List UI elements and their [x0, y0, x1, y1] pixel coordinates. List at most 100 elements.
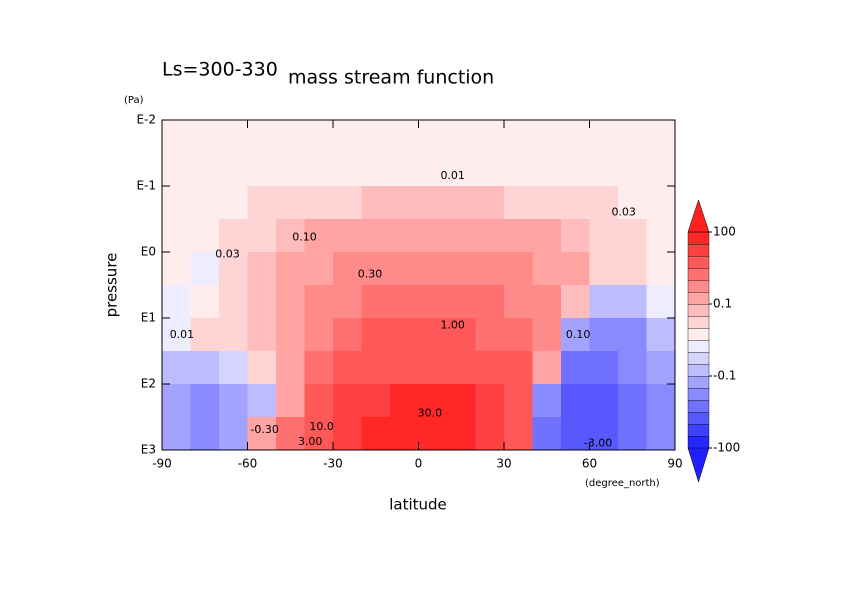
field-cell — [475, 186, 505, 220]
field-cell — [276, 351, 305, 385]
contour-label: 3.00 — [298, 435, 323, 448]
field-cell — [418, 285, 448, 319]
field-cell — [504, 318, 533, 352]
field-cell — [219, 285, 248, 319]
field-cell — [589, 351, 619, 385]
contour-label: 0.03 — [215, 248, 240, 261]
field-cell — [475, 351, 505, 385]
field-cell — [646, 351, 676, 385]
contour-label: 0.01 — [170, 328, 195, 341]
x-tick-label: 60 — [582, 457, 597, 471]
field-cell — [475, 384, 505, 418]
field-cell — [618, 384, 647, 418]
field-cell — [561, 384, 590, 418]
field-cell — [418, 120, 448, 154]
field-cell — [561, 186, 590, 220]
field-cell — [646, 384, 676, 418]
field-cell — [333, 285, 362, 319]
field-cell — [219, 186, 248, 220]
field-cell — [333, 120, 362, 154]
field-cell — [247, 153, 277, 187]
x-axis-label: latitude — [389, 496, 447, 514]
field-cell — [304, 417, 334, 451]
field-cell — [646, 318, 676, 352]
field-cell — [504, 285, 533, 319]
field-cell — [447, 186, 476, 220]
colorbar-band — [687, 315, 710, 329]
field-cell — [276, 120, 305, 154]
field-cell — [304, 186, 334, 220]
field-cell — [447, 120, 476, 154]
field-cell — [646, 120, 676, 154]
field-cell — [589, 252, 619, 286]
field-cell — [646, 417, 676, 451]
y-tick-label: E3 — [141, 443, 156, 457]
field-cell — [219, 318, 248, 352]
field-cell — [504, 384, 533, 418]
overlay: 0.01 0.03 0.03 0.10 0.01 0.30 1.00 30.0 10.0 3.00… — [170, 169, 636, 450]
field-cell — [361, 186, 391, 220]
field — [162, 120, 676, 451]
subtitle: Ls=300-330 — [162, 59, 278, 81]
field-cell — [304, 285, 334, 319]
field-cell — [561, 417, 590, 451]
field-cell — [418, 384, 448, 418]
colorbar-band — [687, 267, 710, 281]
field-cell — [333, 219, 362, 253]
field-cell — [589, 219, 619, 253]
field-cell — [247, 186, 277, 220]
field-cell — [561, 153, 590, 187]
x-tick-label: 30 — [496, 457, 511, 471]
field-cell — [190, 153, 220, 187]
field-cell — [276, 318, 305, 352]
field-cell — [646, 186, 676, 220]
colorbar-tick-label: 100 — [713, 225, 736, 239]
field-cell — [333, 186, 362, 220]
x-tick-label: -90 — [152, 457, 172, 471]
colorbar-band — [687, 279, 710, 293]
field-cell — [561, 219, 590, 253]
field-cell — [447, 153, 476, 187]
field-cell — [646, 285, 676, 319]
y-tick-label: E-2 — [136, 113, 156, 127]
colorbar-extend — [687, 447, 710, 483]
colorbar-band — [687, 399, 710, 413]
field-cell — [162, 219, 191, 253]
field-cell — [304, 219, 334, 253]
colorbar-extend — [687, 199, 710, 233]
field-cell — [190, 252, 220, 286]
colorbar-band — [687, 411, 710, 425]
field-cell — [504, 120, 533, 154]
y-tick-label: E2 — [141, 377, 156, 391]
field-cell — [447, 252, 476, 286]
field-cell — [390, 252, 419, 286]
field-cell — [418, 186, 448, 220]
field-cell — [304, 252, 334, 286]
field-cell — [646, 252, 676, 286]
field-cell — [190, 186, 220, 220]
field-cell — [162, 186, 191, 220]
field-cell — [475, 219, 505, 253]
field-cell — [447, 351, 476, 385]
field-cell — [361, 153, 391, 187]
field-cell — [532, 384, 562, 418]
contour-label: 0.10 — [292, 230, 317, 243]
field-cell — [276, 186, 305, 220]
field-cell — [247, 285, 277, 319]
field-cell — [532, 285, 562, 319]
x-tick-label: 90 — [667, 457, 682, 471]
colorbar-band — [687, 351, 710, 365]
field-cell — [219, 351, 248, 385]
field-cell — [475, 252, 505, 286]
colorbar-band — [687, 435, 710, 449]
field-cell — [162, 153, 191, 187]
field-cell — [333, 318, 362, 352]
field-cell — [618, 219, 647, 253]
field-cell — [475, 417, 505, 451]
contour-label: -0.30 — [250, 423, 278, 436]
field-cell — [276, 252, 305, 286]
contour-label: 30.0 — [418, 407, 443, 420]
field-cell — [219, 417, 248, 451]
field-cell — [190, 219, 220, 253]
contour-label: 10.0 — [309, 420, 334, 433]
